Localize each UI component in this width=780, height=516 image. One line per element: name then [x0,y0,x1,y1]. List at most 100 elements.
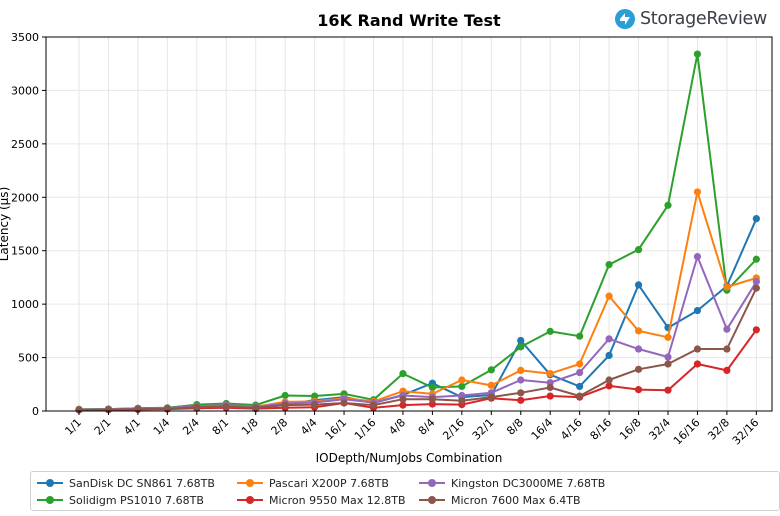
x-tick-label: 16/4 [529,416,556,443]
data-point [281,391,289,400]
data-point [222,403,230,411]
data-point [605,292,613,300]
data-point [517,389,525,397]
data-point [487,393,495,401]
legend-item: Solidigm PS1010 7.68TB [37,492,204,508]
data-point [664,333,672,341]
data-point [311,400,319,409]
x-tick-label: 1/16 [352,416,379,443]
series-0 [75,215,760,413]
data-point [104,406,113,414]
x-tick-label: 8/8 [504,416,526,438]
data-point [605,376,613,384]
legend-label: Pascari X200P 7.68TB [269,476,389,490]
y-tick-label: 1500 [11,245,39,258]
data-point [752,255,760,263]
data-point [664,360,672,368]
legend-item: Micron 9550 Max 12.8TB [237,492,406,508]
series-line [78,287,758,411]
data-point [605,261,613,269]
x-tick-label: 4/4 [298,416,320,438]
x-tick-label: 16/1 [323,416,350,443]
x-tick-label: 1/1 [62,416,84,438]
x-tick-label: 1/8 [239,416,261,438]
data-point [634,386,643,394]
data-point [399,370,407,378]
legend-label: Kingston DC3000ME 7.68TB [451,476,606,490]
data-point [193,403,201,411]
data-point [605,351,613,360]
data-point [693,252,702,261]
x-tick-label: 32/8 [705,416,732,443]
data-point [752,215,760,223]
brand-logo: StorageReview [614,6,780,32]
data-point [752,326,760,334]
series-3 [75,326,760,414]
legend-label: Solidigm PS1010 7.68TB [69,493,204,507]
legend-swatch [237,476,263,490]
x-axis-label: IODepth/NumJobs Combination [316,451,503,465]
data-point [311,392,319,400]
legend-swatch [419,476,445,490]
y-axis: 0 500 1000 1500 2000 2500 3000 3500 [11,31,46,418]
data-point [752,278,760,286]
data-point [75,406,83,414]
data-point [546,370,554,378]
data-point [487,381,495,389]
x-tick-label: 16/8 [617,416,644,443]
y-tick-label: 2000 [11,191,39,204]
x-tick-label: 2/4 [180,416,202,438]
y-tick-label: 0 [32,405,39,418]
y-tick-label: 3000 [11,84,39,97]
data-point [576,332,584,340]
data-point [369,401,378,409]
data-point [723,325,731,333]
data-point [634,246,643,254]
data-point [664,201,672,209]
data-point [281,401,289,409]
legend-item: Micron 7600 Max 6.4TB [419,492,581,508]
data-point [458,397,466,405]
legend-swatch [419,493,445,507]
x-tick-label: 4/16 [558,416,585,443]
data-point [693,50,702,58]
chart-legend: SanDisk DC SN861 7.68TB Solidigm PS1010 7… [30,471,780,511]
y-tick-label: 500 [18,352,39,365]
legend-item: SanDisk DC SN861 7.68TB [37,475,215,491]
y-tick-label: 1000 [11,298,39,311]
brand-name: StorageReview [640,9,768,29]
data-point [634,365,643,373]
x-tick-label: 2/1 [92,416,114,438]
y-tick-label: 3500 [11,31,39,44]
legend-label: Micron 9550 Max 12.8TB [269,493,406,507]
data-point [546,392,554,400]
data-point [546,383,554,392]
data-point [399,395,407,403]
data-point [752,284,760,292]
legend-swatch [37,493,63,507]
legend-item: Kingston DC3000ME 7.68TB [419,475,605,491]
data-point [576,392,584,400]
series-1 [75,50,760,413]
y-axis-label: Latency (µs) [0,187,11,262]
data-point [664,386,672,394]
x-tick-label: 1/4 [151,416,173,438]
data-point [487,366,495,374]
data-point [517,376,525,384]
series-line [78,329,758,411]
x-tick-label: 32/1 [470,416,497,443]
data-point [458,391,466,400]
data-point [576,360,584,368]
x-tick-label: 4/1 [121,416,143,438]
x-tick-label: 2/16 [440,416,467,443]
series-layer [75,50,760,414]
data-point [458,376,466,384]
data-point [664,353,672,361]
data-point [517,396,525,404]
series-line [78,255,758,411]
data-point [634,345,643,353]
data-point [546,327,554,335]
data-point [517,336,525,345]
line-chart: 16K Rand Write Test 0 500 1000 1500 2000 2500… [0,11,773,465]
data-point [576,368,584,377]
